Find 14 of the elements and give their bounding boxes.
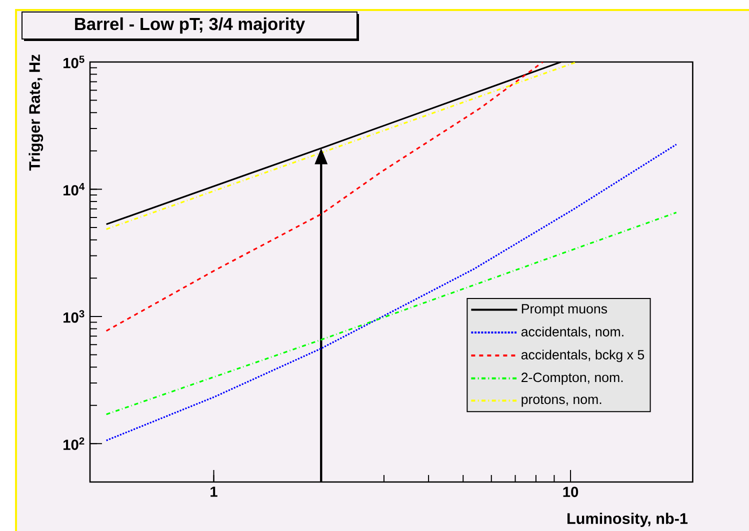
legend-label: Prompt muons bbox=[522, 304, 608, 316]
y-tick-label: 10$^{3}$ bbox=[64, 310, 84, 323]
x-tick-label: 1 bbox=[210, 486, 218, 497]
y-tick-label: 10$^{5}$ bbox=[64, 56, 84, 68]
legend-label: accidentals, nom. bbox=[521, 326, 624, 338]
x-tick-label: 10 bbox=[563, 486, 578, 498]
chart-title: Barrel - Low pT; 3/4 majority bbox=[75, 17, 305, 34]
y-tick-label: 10$^{4}$ bbox=[64, 182, 85, 196]
legend-label: 2-Compton, nom. bbox=[522, 372, 623, 385]
legend-label: protons, nom. bbox=[522, 395, 602, 407]
y-axis-title: Trigger Rate, Hz bbox=[28, 54, 44, 171]
x-axis-title: Luminosity, nb-1 bbox=[567, 512, 688, 528]
y-tick-label: 10$^{2}$ bbox=[64, 437, 84, 450]
legend-label: accidentals, bckg x 5 bbox=[521, 350, 644, 362]
